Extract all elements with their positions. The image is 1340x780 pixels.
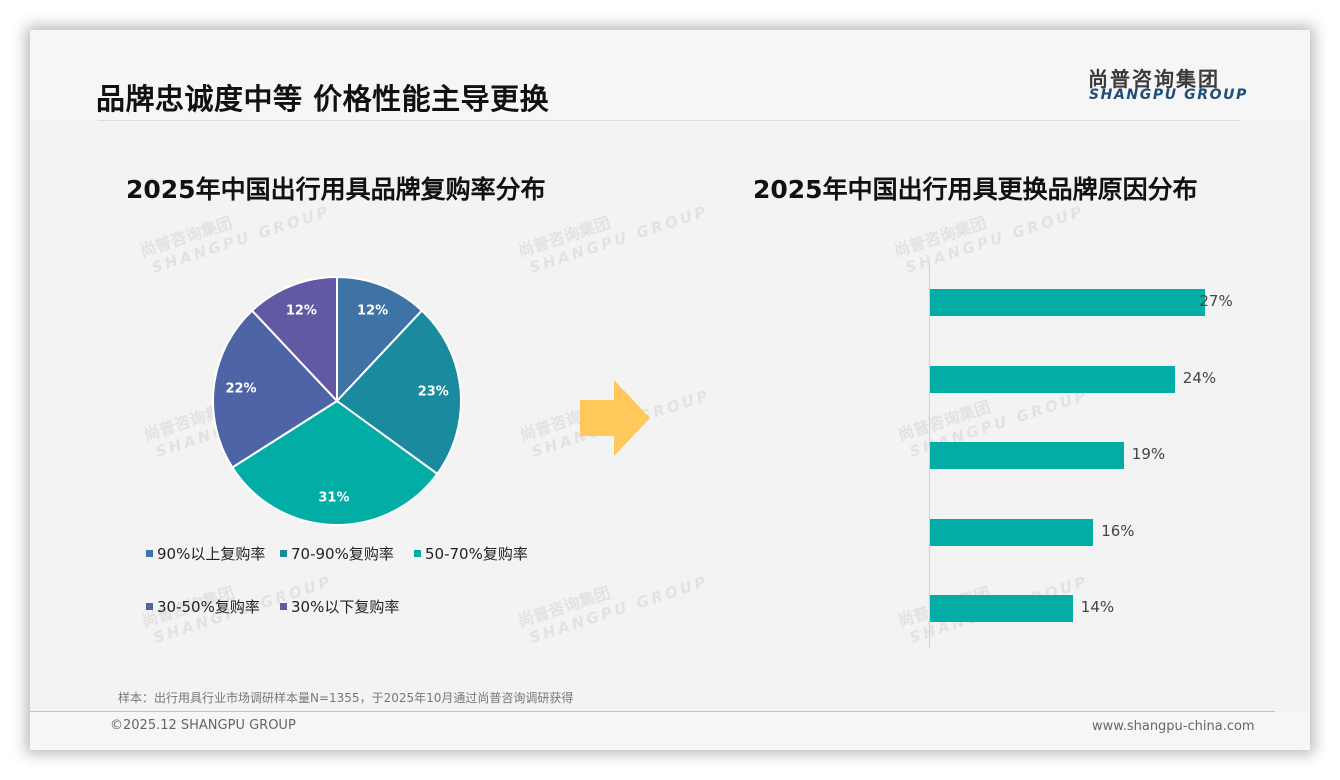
legend-item: 50-70%复购率	[414, 543, 528, 564]
pie-chart: 12% 23% 31% 22% 12%	[212, 275, 462, 526]
bar-value-label: 19%	[1131, 445, 1166, 463]
pie-slice-label: 12%	[285, 303, 317, 319]
pie-chart-graphic	[212, 275, 462, 526]
bar	[930, 289, 1206, 316]
legend-swatch-icon	[146, 550, 153, 557]
bar	[930, 442, 1124, 469]
legend-label: 30-50%复购率	[157, 598, 260, 616]
bar-value-label: 27%	[1199, 292, 1233, 310]
pie-slice	[336, 275, 424, 404]
legend-label: 70-90%复购率	[291, 545, 394, 563]
legend-swatch-icon	[280, 550, 287, 557]
legend-item: 90%以上复购率	[146, 543, 265, 564]
pie-slice	[335, 309, 462, 476]
pie-slice	[250, 275, 338, 404]
bar	[930, 595, 1073, 622]
logo-chinese: 尚普咨询集团	[1088, 67, 1220, 91]
bar-value-label: 14%	[1080, 598, 1115, 616]
legend-item: 30%以下复购率	[280, 596, 399, 617]
right-arrow-icon	[580, 380, 650, 456]
footer-band	[30, 712, 1310, 750]
pie-slice	[230, 399, 439, 526]
logo-english: SHANGPU GROUP	[1089, 87, 1248, 103]
bar-chart-axis	[929, 266, 930, 648]
copyright: ©2025.12 SHANGPU GROUP	[110, 718, 296, 733]
pie-slice-label: 12%	[357, 303, 389, 319]
bar-value-label: 16%	[1101, 522, 1135, 540]
legend-swatch-icon	[146, 603, 153, 610]
bar	[930, 366, 1175, 393]
source-note: 样本：出行用具行业市场调研样本量N=1355，于2025年10月通过尚普咨询调研…	[118, 691, 574, 705]
legend-swatch-icon	[414, 550, 421, 557]
bar	[930, 519, 1094, 546]
title-divider	[98, 120, 1240, 121]
legend-label: 90%以上复购率	[157, 545, 266, 563]
header-band	[30, 30, 1310, 120]
pie-chart-title: 2025年中国出行用具品牌复购率分布	[126, 175, 546, 204]
bar-chart-title: 2025年中国出行用具更换品牌原因分布	[753, 175, 1198, 204]
pie-slice-label: 22%	[225, 381, 257, 397]
bar-value-label: 24%	[1182, 369, 1217, 387]
legend-item: 30-50%复购率	[146, 596, 260, 617]
footer-divider	[30, 711, 1275, 712]
pie-slice-label: 23%	[417, 384, 449, 400]
legend-item: 70-90%复购率	[280, 543, 394, 564]
pie-slice	[212, 309, 339, 469]
legend-label: 30%以下复购率	[291, 598, 400, 616]
legend-swatch-icon	[280, 603, 287, 610]
slide: 品牌忠诚度中等 价格性能主导更换 尚普咨询集团 SHANGPU GROUP 尚普…	[30, 30, 1310, 750]
pie-slice-label: 31%	[318, 490, 350, 506]
legend-label: 50-70%复购率	[425, 545, 528, 563]
page-title: 品牌忠诚度中等 价格性能主导更换	[96, 82, 550, 116]
website-link[interactable]: www.shangpu-china.com	[1092, 719, 1255, 734]
